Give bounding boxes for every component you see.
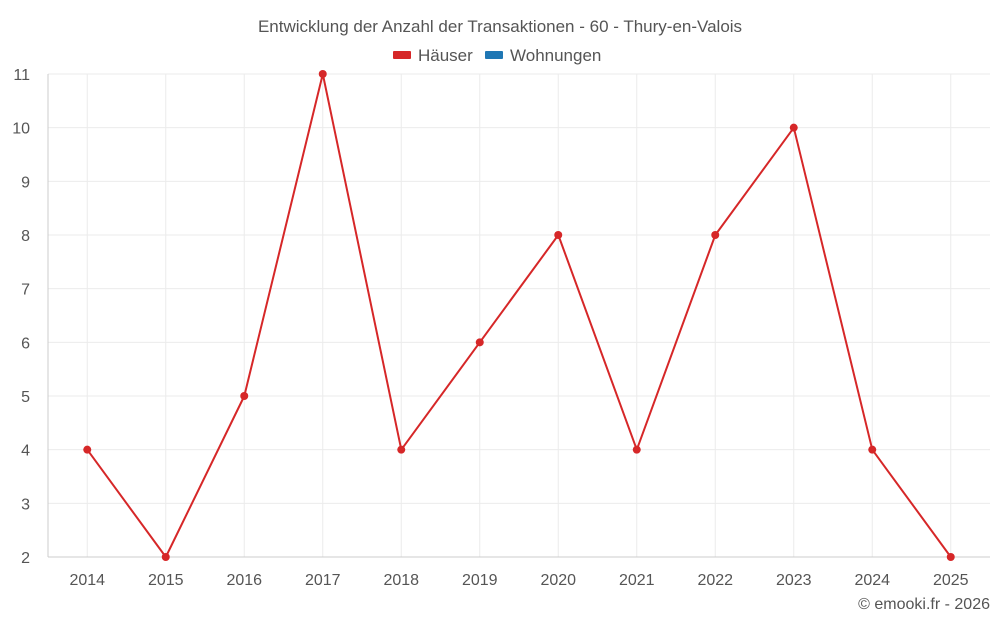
grid — [48, 73, 990, 557]
x-tick-label: 2021 — [619, 572, 655, 589]
y-tick-label: 2 — [21, 550, 30, 567]
x-tick-label: 2015 — [148, 572, 184, 589]
y-tick-label: 7 — [21, 282, 30, 299]
data-point-haeuser[interactable] — [83, 445, 92, 454]
x-tick-label: 2019 — [462, 572, 498, 589]
legend-label-haeuser: Häuser — [418, 46, 473, 65]
legend-label-wohnungen: Wohnungen — [510, 46, 601, 65]
data-point-haeuser[interactable] — [711, 231, 720, 239]
data-point-haeuser[interactable] — [554, 231, 563, 239]
y-tick-label: 4 — [21, 443, 30, 460]
series-line-haeuser — [86, 73, 952, 558]
data-point-haeuser[interactable] — [240, 392, 249, 400]
x-tick-label: 2014 — [69, 572, 105, 589]
y-tick-label: 8 — [21, 228, 30, 245]
x-tick-label: 2018 — [383, 572, 419, 589]
legend-swatch-wohnungen — [485, 51, 503, 59]
chart-title: Entwicklung der Anzahl der Transaktionen… — [258, 17, 742, 36]
axes: 2 3 4 5 6 7 8 9 10 11 2014 2015 2016 2017 2018 2019 2020… — [12, 67, 990, 589]
data-point-haeuser[interactable] — [161, 553, 170, 561]
x-tick-label: 2025 — [933, 572, 969, 589]
x-tick-label: 2020 — [540, 572, 576, 589]
series-haeuser — [83, 70, 955, 561]
credit-text: © emooki.fr - 2026 — [858, 596, 990, 613]
y-tick-label: 3 — [21, 496, 30, 513]
data-point-haeuser[interactable] — [397, 445, 406, 454]
legend-swatch-haeuser — [393, 51, 411, 59]
y-tick-label: 10 — [12, 121, 30, 138]
data-point-haeuser[interactable] — [946, 553, 955, 561]
legend: Häuser Wohnungen — [393, 46, 601, 65]
data-point-haeuser[interactable] — [318, 70, 327, 78]
legend-item-wohnungen[interactable]: Wohnungen — [485, 46, 601, 65]
x-tick-label: 2016 — [226, 572, 262, 589]
y-tick-label: 9 — [21, 174, 30, 191]
y-tick-label: 5 — [21, 389, 30, 406]
x-tick-label: 2022 — [697, 572, 733, 589]
data-point-haeuser[interactable] — [632, 445, 641, 454]
data-point-haeuser[interactable] — [868, 445, 877, 454]
legend-item-haeuser[interactable]: Häuser — [393, 46, 473, 65]
data-point-haeuser[interactable] — [789, 123, 798, 132]
x-tick-label: 2017 — [305, 572, 341, 589]
x-tick-label: 2023 — [776, 572, 812, 589]
data-point-haeuser[interactable] — [475, 338, 484, 347]
y-tick-label: 11 — [13, 67, 30, 84]
y-tick-label: 6 — [21, 335, 30, 352]
x-tick-label: 2024 — [854, 572, 890, 589]
